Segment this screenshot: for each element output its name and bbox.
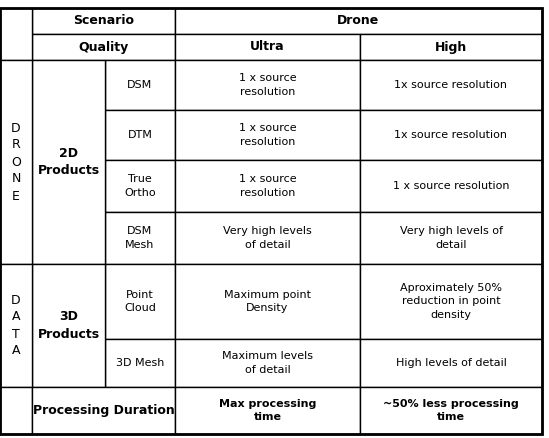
Text: Ultra: Ultra xyxy=(250,40,285,53)
Text: 1 x source
resolution: 1 x source resolution xyxy=(239,74,296,97)
Text: High: High xyxy=(435,40,467,53)
Text: 1 x source resolution: 1 x source resolution xyxy=(393,181,509,191)
Bar xyxy=(105,212,175,264)
Bar xyxy=(360,387,542,434)
Bar xyxy=(0,8,32,60)
Text: D
A
T
A: D A T A xyxy=(11,293,21,357)
Bar xyxy=(175,8,542,34)
Text: DTM: DTM xyxy=(127,130,153,140)
Text: High levels of detail: High levels of detail xyxy=(396,358,506,368)
Bar xyxy=(105,60,175,110)
Text: 1x source resolution: 1x source resolution xyxy=(395,80,507,90)
Text: Very high levels of
detail: Very high levels of detail xyxy=(400,226,502,250)
Bar xyxy=(0,60,32,264)
Bar xyxy=(175,339,360,387)
Text: DSM
Mesh: DSM Mesh xyxy=(125,226,155,250)
Bar xyxy=(32,387,175,434)
Text: Maximum point
Density: Maximum point Density xyxy=(224,290,311,313)
Text: Max processing
time: Max processing time xyxy=(219,399,316,422)
Bar xyxy=(105,160,175,212)
Text: 2D
Products: 2D Products xyxy=(37,147,99,177)
Text: Quality: Quality xyxy=(79,40,128,53)
Text: Maximum levels
of detail: Maximum levels of detail xyxy=(222,351,313,374)
Text: True
Ortho: True Ortho xyxy=(124,174,156,198)
Text: Aproximately 50%
reduction in point
density: Aproximately 50% reduction in point dens… xyxy=(400,283,502,320)
Bar xyxy=(175,160,360,212)
Text: DSM: DSM xyxy=(127,80,153,90)
Text: 1 x source
resolution: 1 x source resolution xyxy=(239,174,296,198)
Bar xyxy=(360,110,542,160)
Text: 3D
Products: 3D Products xyxy=(37,311,99,340)
Bar xyxy=(105,339,175,387)
Bar xyxy=(175,387,360,434)
Bar xyxy=(0,264,32,387)
Bar xyxy=(360,212,542,264)
Bar xyxy=(105,110,175,160)
Text: Point
Cloud: Point Cloud xyxy=(124,290,156,313)
Bar xyxy=(360,60,542,110)
Text: D
R
O
N
E: D R O N E xyxy=(11,121,21,202)
Bar xyxy=(105,264,175,339)
Text: Very high levels
of detail: Very high levels of detail xyxy=(223,226,312,250)
Text: 1x source resolution: 1x source resolution xyxy=(395,130,507,140)
Text: 3D Mesh: 3D Mesh xyxy=(116,358,164,368)
Bar xyxy=(360,264,542,339)
Text: ~50% less processing
time: ~50% less processing time xyxy=(383,399,519,422)
Text: Drone: Drone xyxy=(338,14,379,28)
Bar xyxy=(32,60,105,264)
Bar xyxy=(175,264,360,339)
Bar xyxy=(175,34,360,60)
Bar xyxy=(175,110,360,160)
Bar xyxy=(32,264,105,387)
Text: Processing Duration: Processing Duration xyxy=(32,404,175,417)
Bar xyxy=(32,8,175,34)
Bar xyxy=(32,34,175,60)
Bar xyxy=(0,387,32,434)
Text: 1 x source
resolution: 1 x source resolution xyxy=(239,124,296,147)
Bar xyxy=(175,212,360,264)
Bar xyxy=(360,34,542,60)
Text: Scenario: Scenario xyxy=(73,14,134,28)
Bar xyxy=(360,160,542,212)
Bar xyxy=(175,60,360,110)
Bar xyxy=(360,339,542,387)
